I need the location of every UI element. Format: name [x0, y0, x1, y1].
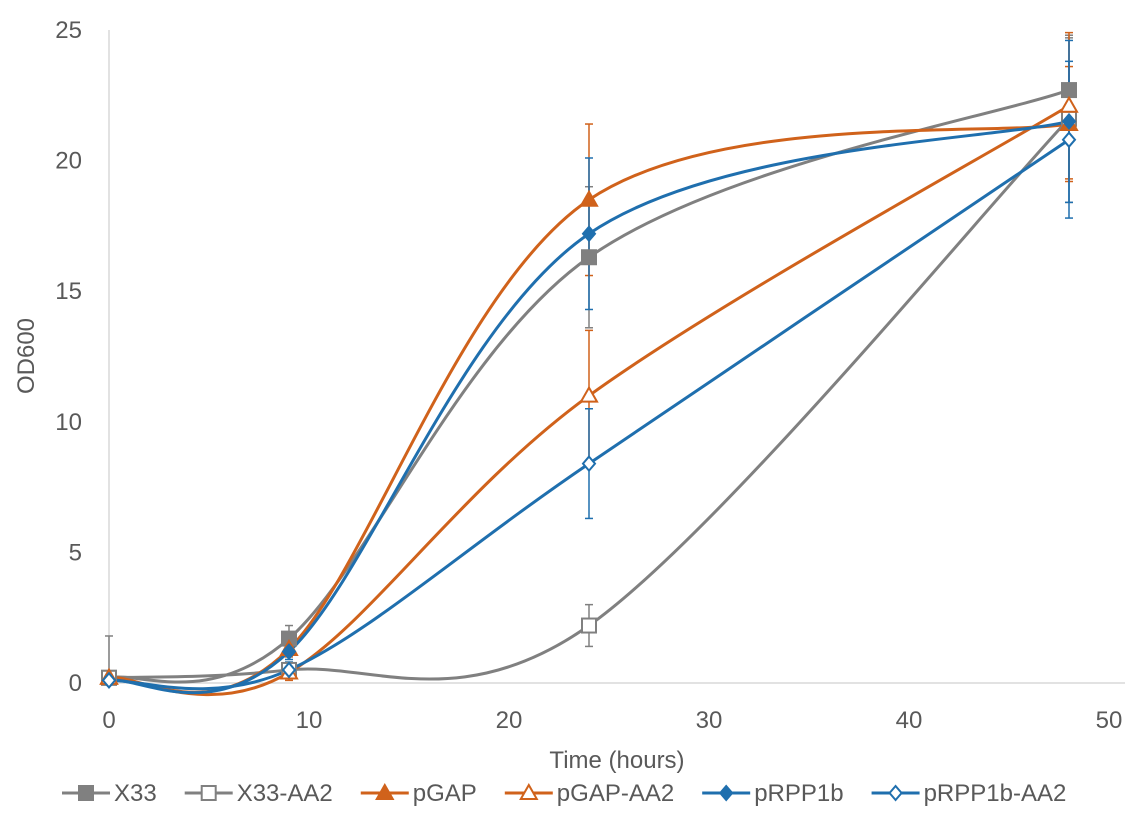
data-point	[1059, 95, 1079, 113]
series-line	[108, 88, 1070, 684]
axes-layer	[108, 30, 1125, 684]
legend-marker	[888, 784, 903, 802]
legend-item: X33	[62, 780, 157, 807]
x-axis-title: Time (hours)	[549, 747, 684, 774]
curves-layer	[108, 88, 1071, 697]
legend-marker	[78, 785, 94, 801]
x-tick-label: 0	[102, 707, 115, 734]
legend-item: pGAP	[360, 780, 477, 807]
x-tick-label: 40	[896, 707, 923, 734]
legend-label: pGAP	[413, 780, 477, 807]
legend-item: pGAP-AA2	[504, 780, 674, 807]
y-tick-label: 5	[69, 539, 82, 566]
x-tick-label: 20	[496, 707, 523, 734]
legend-label: pRPP1b-AA2	[924, 780, 1067, 807]
legend-label: X33-AA2	[237, 780, 333, 807]
series-line	[108, 119, 1070, 695]
data-point	[581, 249, 597, 266]
markers-layer	[99, 82, 1079, 689]
y-tick-label: 25	[55, 17, 82, 44]
legend-item: pRPP1b-AA2	[871, 780, 1067, 807]
data-point	[1061, 112, 1077, 130]
data-point	[1061, 82, 1077, 99]
legend-marker	[375, 782, 395, 800]
x-tick-label: 30	[696, 707, 723, 734]
data-point	[579, 385, 599, 403]
legend-marker	[519, 782, 539, 800]
legend-label: X33	[114, 780, 157, 807]
x-tick-label: 50	[1096, 707, 1123, 734]
legend-item: X33-AA2	[184, 780, 333, 807]
series-line	[108, 117, 1071, 681]
legend-label: pRPP1b	[754, 780, 843, 807]
legend-label: pGAP-AA2	[557, 780, 674, 807]
y-tick-label: 20	[55, 148, 82, 175]
legend-marker	[718, 784, 734, 802]
data-point	[579, 189, 599, 207]
series-line	[108, 104, 1070, 697]
data-point	[101, 671, 117, 689]
legend: X33 X33-AA2 pGAP pGAP-AA2 pRPP1b pRPP1b-AA2	[62, 780, 1066, 807]
data-point	[281, 643, 297, 661]
data-point	[581, 225, 597, 243]
data-point	[581, 455, 597, 473]
series-line	[108, 138, 1070, 691]
data-point	[581, 617, 597, 634]
y-tick-label: 15	[55, 278, 82, 305]
y-tick-label: 0	[69, 670, 82, 697]
y-tick-label: 10	[55, 409, 82, 436]
tick-labels-layer: 0 10 20 30 40 50 0 5 10 15 20 25	[55, 17, 1122, 734]
x-tick-label: 10	[296, 707, 323, 734]
legend-marker	[200, 785, 217, 801]
y-axis-title: OD600	[13, 318, 40, 394]
data-point	[281, 661, 297, 679]
legend-item: pRPP1b	[702, 780, 844, 807]
data-point	[1061, 131, 1077, 149]
